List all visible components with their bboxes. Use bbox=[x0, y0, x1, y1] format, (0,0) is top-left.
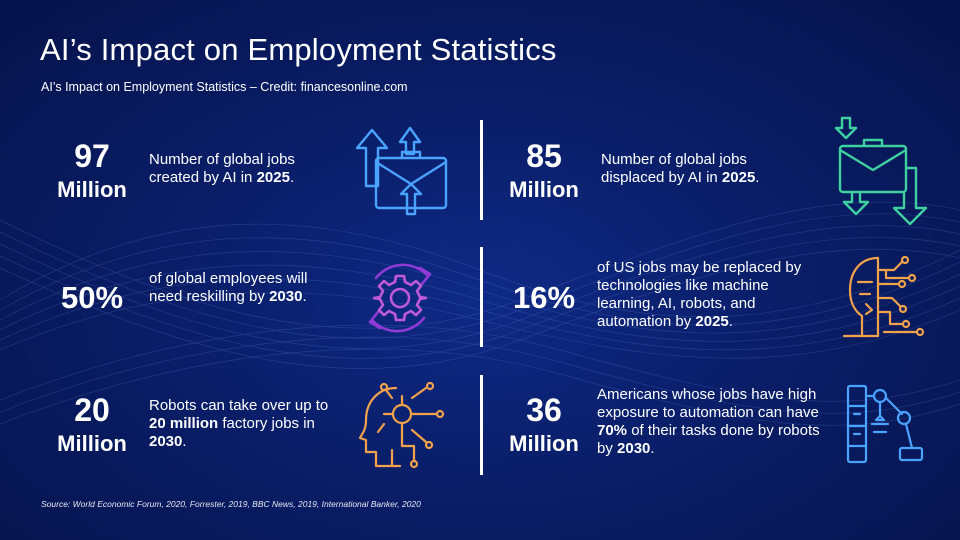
column-divider-2 bbox=[480, 247, 483, 347]
stat-value-automation-exposure: 36 Million bbox=[509, 392, 579, 456]
stat-value-jobs-displaced: 85 Million bbox=[509, 138, 579, 202]
stat-description-reskilling: of global employees will need reskilling… bbox=[149, 270, 308, 305]
stat-value-jobs-created: 97 Million bbox=[57, 138, 127, 202]
stat-value-reskilling: 50% bbox=[60, 280, 124, 315]
briefcase-arrows-down-icon bbox=[834, 116, 928, 226]
stat-description-jobs-created: Number of global jobs created by AI in 2… bbox=[149, 151, 295, 186]
stat-description-jobs-displaced: Number of global jobs displaced by AI in… bbox=[601, 151, 760, 186]
column-divider-3 bbox=[480, 375, 483, 475]
page-title: AI’s Impact on Employment Statistics bbox=[40, 32, 557, 67]
page-subtitle: AI’s Impact on Employment Statistics – C… bbox=[41, 80, 408, 94]
stat-description-automation-exposure: Americans whose jobs have high exposure … bbox=[597, 386, 820, 457]
column-divider-1 bbox=[480, 120, 483, 220]
robot-face-icon bbox=[842, 255, 925, 338]
stat-description-us-jobs-replaced: of US jobs may be replaced by technologi… bbox=[597, 259, 802, 330]
stat-description-factory-jobs: Robots can take over up to 20 million fa… bbox=[149, 397, 329, 450]
gear-cycle-icon bbox=[368, 263, 432, 333]
robotic-arm-icon bbox=[846, 384, 924, 464]
ai-head-circuit-icon bbox=[358, 381, 445, 469]
source-citation: Source: World Economic Forum, 2020, Forr… bbox=[41, 499, 421, 509]
stat-value-factory-jobs: 20 Million bbox=[57, 392, 127, 456]
briefcase-arrows-up-icon bbox=[355, 126, 448, 216]
stat-value-us-jobs-replaced: 16% bbox=[512, 280, 576, 315]
